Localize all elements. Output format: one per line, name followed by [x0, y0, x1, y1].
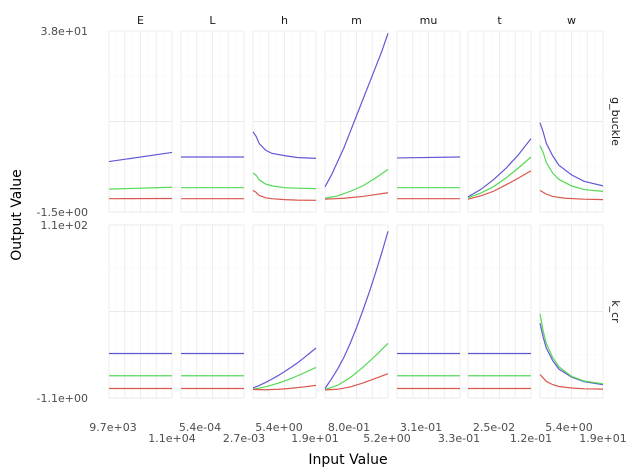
y-axis-title: Output Value — [9, 169, 25, 261]
strip-label-mu: mu — [420, 14, 438, 27]
series-line-3-g_buckle-m — [324, 192, 389, 200]
x-tick-label: 1.9e+01 — [579, 432, 626, 445]
x-tick-label: 5.2e+00 — [363, 432, 410, 445]
panel-k_cr-L — [180, 224, 245, 399]
series-line-1-g_buckle-w — [539, 122, 604, 187]
strip-label-m: m — [351, 14, 362, 27]
strip-label-h: h — [281, 14, 288, 27]
series-line-1-k_cr-h — [252, 347, 317, 389]
panel-k_cr-h — [252, 224, 317, 399]
panel-k_cr-t — [467, 224, 532, 399]
series-line-1-g_buckle-t — [467, 138, 532, 198]
panel-k_cr-E — [108, 224, 173, 399]
series-line-3-k_cr-h — [252, 384, 317, 391]
series-line-3-g_buckle-t — [467, 170, 532, 200]
series-line-1-k_cr-w — [539, 322, 604, 386]
series-line-2-g_buckle-E — [108, 186, 173, 190]
series-line-3-g_buckle-h — [252, 189, 317, 201]
x-tick-label: 2.7e-03 — [223, 432, 265, 445]
series-line-3-k_cr-m — [324, 373, 389, 391]
panel-g_buckle-L — [180, 30, 245, 213]
panel-k_cr-m — [324, 224, 389, 399]
series-line-1-k_cr-m — [324, 231, 389, 389]
x-tick-labels-layer: 9.7e+031.1e+045.4e-042.7e-035.4e+001.9e+… — [89, 421, 626, 445]
series-line-2-k_cr-h — [252, 366, 317, 390]
y-tick-label: -1.1e+00 — [37, 392, 88, 405]
series-line-2-g_buckle-m — [324, 168, 389, 199]
series-line-2-g_buckle-t — [467, 156, 532, 199]
x-tick-label: 5.4e+00 — [545, 421, 592, 434]
x-tick-label: 2.5e-02 — [473, 421, 515, 434]
panel-g_buckle-m — [324, 30, 389, 213]
series-line-1-g_buckle-h — [252, 131, 317, 159]
series-line-2-k_cr-w — [539, 313, 604, 385]
strip-label-L: L — [209, 14, 216, 27]
strip-label-E: E — [137, 14, 144, 27]
series-line-2-k_cr-m — [324, 342, 389, 391]
y-tick-label: 3.8e+01 — [41, 25, 88, 38]
x-tick-label: 5.4e+00 — [255, 421, 302, 434]
strip-label-t: t — [497, 14, 502, 27]
x-axis-title: Input Value — [308, 452, 387, 468]
panel-g_buckle-w — [539, 30, 604, 213]
x-tick-label: 1.2e-01 — [510, 432, 552, 445]
x-tick-label: 1.9e+01 — [291, 432, 338, 445]
strip-label-w: w — [567, 14, 576, 27]
series-line-1-g_buckle-mu — [396, 156, 461, 159]
panel-g_buckle-E — [108, 30, 173, 213]
x-tick-label: 5.4e-04 — [179, 421, 221, 434]
series-line-1-g_buckle-E — [108, 151, 173, 163]
panel-g_buckle-mu — [396, 30, 461, 213]
x-tick-label: 9.7e+03 — [89, 421, 136, 434]
panel-k_cr-w — [539, 224, 604, 399]
x-tick-label: 3.1e-01 — [400, 421, 442, 434]
y-tick-labels-layer: 3.8e+01 -1.5e+001.1e+02 -1.1e+00 — [37, 25, 88, 405]
series-line-3-g_buckle-w — [539, 189, 604, 201]
x-tick-label: 3.3e-01 — [438, 432, 480, 445]
x-tick-label: 8.0e-01 — [328, 421, 370, 434]
x-tick-label: 1.1e+04 — [148, 432, 195, 445]
series-line-2-g_buckle-w — [539, 145, 604, 192]
strip-label-g_buckle: g_buckle — [609, 97, 622, 146]
panels-layer — [108, 30, 604, 399]
strip-label-k_cr: k_cr — [609, 300, 622, 323]
panel-k_cr-mu — [396, 224, 461, 399]
series-line-3-k_cr-w — [539, 374, 604, 390]
y-tick-label: -1.5e+00 — [37, 206, 88, 219]
panel-g_buckle-h — [252, 30, 317, 213]
panel-g_buckle-t — [467, 30, 532, 213]
series-line-2-g_buckle-h — [252, 172, 317, 190]
series-line-1-g_buckle-m — [324, 33, 389, 188]
y-tick-label: 1.1e+02 — [41, 219, 88, 232]
